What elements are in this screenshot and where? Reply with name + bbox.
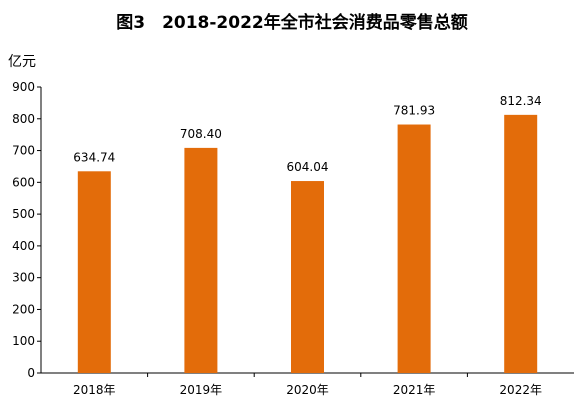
y-tick-label: 400 xyxy=(12,239,35,253)
y-tick-label: 500 xyxy=(12,207,35,221)
bar xyxy=(77,171,111,373)
bars: 634.74 708.40 604.04 781.93 812.34 xyxy=(73,94,542,374)
bar-value-label: 634.74 xyxy=(73,150,115,164)
y-tick-label: 300 xyxy=(12,271,35,285)
y-tick-label: 900 xyxy=(12,80,35,94)
y-tick-label: 700 xyxy=(12,144,35,158)
y-tick-label: 100 xyxy=(12,334,35,348)
bar-value-label: 604.04 xyxy=(287,160,329,174)
x-tick-label: 2021年 xyxy=(393,383,436,397)
y-tick-label: 600 xyxy=(12,175,35,189)
x-tick-label: 2018年 xyxy=(73,383,116,397)
bar-value-label: 708.40 xyxy=(180,127,222,141)
y-ticks: 0 100 200 300 400 500 600 700 800 900 xyxy=(12,80,41,380)
chart-title: 图3 2018-2022年全市社会消费品零售总额 xyxy=(116,12,468,33)
y-axis-unit-label: 亿元 xyxy=(8,54,36,70)
x-tick-label: 2020年 xyxy=(286,383,329,397)
bar-value-label: 781.93 xyxy=(393,104,435,118)
bar xyxy=(291,181,324,373)
y-tick-label: 200 xyxy=(12,302,35,316)
bar xyxy=(397,124,431,373)
y-tick-label: 0 xyxy=(27,366,35,380)
x-tick-label: 2022年 xyxy=(499,383,542,397)
bar-value-label: 812.34 xyxy=(500,94,542,108)
bar xyxy=(504,114,538,374)
bar xyxy=(184,147,218,373)
y-tick-label: 800 xyxy=(12,112,35,126)
x-tick-label: 2019年 xyxy=(180,383,223,397)
x-tick-labels: 2018年 2019年 2020年 2021年 2022年 xyxy=(73,373,542,397)
